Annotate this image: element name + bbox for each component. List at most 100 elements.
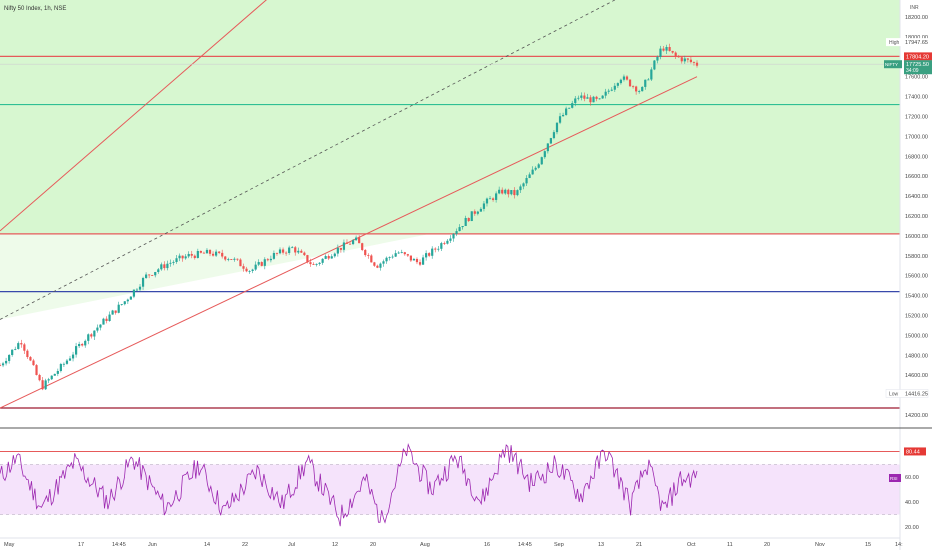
upper-trendline [0, 0, 267, 232]
mid-trendline [0, 0, 616, 320]
candle-body [653, 60, 656, 70]
candle-body [437, 248, 440, 250]
candle-body [686, 58, 689, 60]
candle-body [571, 103, 574, 108]
candle-body [434, 248, 437, 250]
upper-channel-fill [0, 0, 900, 234]
time-tick-label: Jul [288, 542, 295, 548]
candle-body [11, 349, 14, 356]
candle-body [619, 79, 623, 84]
candle-body [391, 256, 394, 258]
time-tick-label: Nov [815, 542, 825, 548]
candle-body [479, 208, 482, 212]
candle-body [0, 365, 2, 367]
time-tick-label: 11 [727, 542, 733, 548]
candle-body [41, 380, 44, 390]
candle-body [199, 251, 202, 253]
candle-body [208, 249, 212, 254]
candle-body [163, 264, 166, 269]
candle-body [20, 343, 23, 345]
candle-body [583, 95, 586, 99]
time-tick-label: 13 [598, 542, 604, 548]
candle-body [379, 263, 382, 268]
candle-body [236, 258, 239, 260]
candle-body [668, 47, 671, 51]
candle-body [99, 324, 102, 328]
candle-body [461, 226, 464, 228]
price-tick-label: 16200.00 [905, 214, 928, 220]
candle-body [221, 252, 224, 257]
candle-body [592, 96, 595, 103]
candle-body [239, 259, 242, 267]
candle-body [406, 254, 409, 256]
candle-body [695, 62, 699, 66]
candle-body [607, 90, 610, 92]
candle-body [443, 243, 446, 244]
candle-body [403, 252, 406, 255]
rsi-tick-label: 20.00 [905, 525, 919, 531]
candle-body [315, 263, 318, 265]
price-tick-label: 16600.00 [905, 174, 928, 180]
candle-body [513, 190, 516, 196]
time-tick-label: 17 [78, 542, 84, 548]
candle-body [385, 257, 388, 262]
candle-body [318, 262, 321, 264]
candle-body [610, 89, 613, 91]
last-price-badge [904, 60, 932, 75]
candle-body [44, 380, 47, 390]
candle-body [616, 83, 619, 86]
candle-body [449, 238, 452, 241]
candle-body [601, 95, 604, 99]
symbol-badge [884, 60, 902, 69]
rsi-level-value: 80.44 [906, 449, 920, 455]
candle-body [677, 55, 680, 58]
candle-body [278, 249, 282, 254]
candle-body [507, 189, 510, 195]
time-tick-label: Jun [148, 542, 157, 548]
price-tick-label: 17600.00 [905, 75, 928, 81]
currency-label: INR [910, 5, 919, 11]
candle-body [120, 304, 123, 305]
candle-body [300, 250, 303, 253]
candle-body [400, 252, 403, 254]
candle-body [285, 252, 288, 254]
candle-body [501, 189, 504, 194]
time-tick-label: 14: [895, 542, 903, 548]
candle-body [71, 354, 75, 359]
candle-body [62, 363, 66, 365]
candle-body [656, 56, 659, 61]
candle-body [294, 247, 297, 253]
candle-body [35, 365, 38, 375]
candle-body [689, 59, 693, 63]
candle-body [218, 251, 221, 253]
candle-body [193, 255, 196, 258]
price-tick-label: 17400.00 [905, 95, 928, 101]
candle-body [455, 231, 458, 234]
price-tick-label: 17000.00 [905, 134, 928, 140]
candle-body [224, 256, 227, 260]
candle-body [467, 217, 470, 222]
candle-body [683, 58, 686, 62]
candle-body [126, 299, 129, 302]
candle-body [680, 57, 683, 62]
candle-body [665, 47, 668, 51]
candle-body [345, 242, 349, 244]
candle-body [555, 122, 559, 133]
low-value: 14416.25 [905, 391, 928, 397]
candle-body [327, 256, 330, 259]
candle-body [373, 262, 376, 266]
candle-body [598, 98, 601, 100]
candle-body [568, 107, 571, 109]
candle-body [409, 255, 412, 261]
candle-body [625, 76, 629, 80]
candle-body [662, 48, 665, 51]
candle-body [251, 269, 254, 271]
candle-body [580, 95, 583, 98]
candle-body [196, 251, 199, 258]
candle-body [397, 252, 400, 254]
candle-body [491, 198, 495, 200]
candle-body [482, 203, 486, 209]
candle-body [111, 310, 114, 315]
candle-body [215, 251, 218, 256]
